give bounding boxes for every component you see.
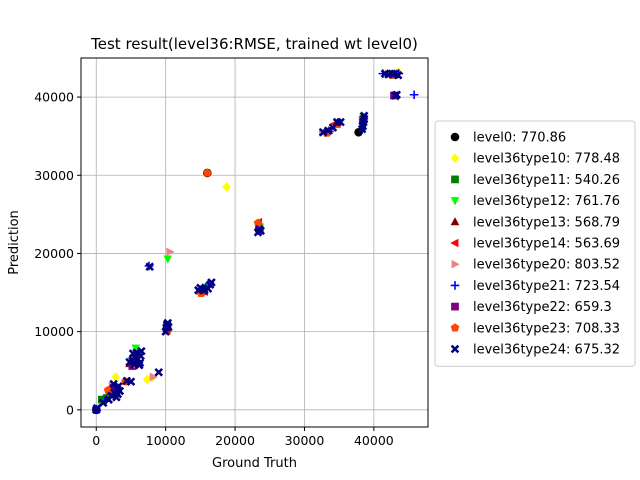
data-point — [145, 262, 155, 272]
data-point — [336, 117, 345, 127]
legend-label: level36type24: 675.32 — [473, 343, 620, 358]
data-point — [111, 372, 120, 382]
legend-marker — [450, 281, 460, 290]
y-tick-label: 20000 — [34, 246, 74, 261]
data-point — [393, 70, 403, 80]
legend-marker — [450, 217, 460, 226]
y-axis-label: Prediction — [7, 210, 22, 275]
legend-label: level36type23: 708.33 — [473, 321, 620, 336]
data-point — [207, 278, 216, 287]
grid-lines — [81, 58, 428, 427]
plot-frame — [80, 57, 429, 428]
legend-marker — [450, 132, 460, 142]
legend-label: level36type12: 761.76 — [473, 194, 620, 209]
data-point — [109, 384, 118, 392]
chart-title: Test result(level36:RMSE, trained wt lev… — [90, 35, 418, 53]
legend-box — [434, 120, 636, 367]
legend-label: level36type10: 778.48 — [473, 152, 620, 167]
axis-ticks: 0 10000 20000 30000 40000 0 10000 20000 30000 400… — [34, 90, 394, 448]
legend-label: level0: 770.86 — [473, 131, 566, 146]
data-point — [126, 377, 136, 386]
legend-label: level36type20: 803.52 — [473, 258, 620, 273]
legend-marker — [450, 153, 460, 164]
data-point — [359, 111, 369, 121]
x-axis-label: Ground Truth — [212, 456, 297, 471]
legend-label: level36type14: 563.69 — [473, 237, 620, 252]
legend-marker — [450, 238, 459, 248]
y-tick-label: 40000 — [34, 90, 74, 105]
data-point — [256, 226, 266, 236]
series-5 — [104, 92, 399, 394]
data-point — [392, 90, 402, 100]
legend-marker — [451, 175, 459, 184]
data-point — [135, 358, 145, 368]
data-point — [222, 182, 232, 192]
data-point — [98, 398, 108, 408]
data-point — [409, 90, 419, 100]
legend-marker — [450, 323, 460, 332]
data-point — [131, 344, 141, 353]
data-point — [115, 386, 125, 396]
series-8 — [109, 91, 398, 392]
data-point — [164, 322, 173, 332]
legend-marker — [450, 197, 460, 206]
data-point — [109, 379, 118, 389]
legend-label: level36type22: 659.3 — [473, 300, 612, 315]
series-3 — [131, 113, 368, 353]
data-point — [163, 255, 173, 264]
series-10 — [91, 69, 403, 415]
legend-marker — [450, 344, 460, 354]
x-tick-label: 40000 — [354, 433, 394, 448]
data-point — [92, 403, 102, 413]
data-point — [166, 247, 175, 257]
y-tick-label: 10000 — [34, 324, 74, 339]
legend-marker — [451, 302, 459, 311]
x-tick-label: 30000 — [285, 433, 325, 448]
data-point — [253, 218, 263, 227]
data-point — [154, 367, 164, 377]
legend-marker — [451, 259, 460, 269]
data-point — [137, 346, 146, 356]
data-point — [103, 385, 113, 394]
x-tick-label: 0 — [92, 433, 100, 448]
legend-label: level36type11: 540.26 — [473, 173, 620, 188]
legend-label: level36type13: 568.79 — [473, 215, 620, 230]
legend: level0: 770.86 level36type10: 778.48 level… — [434, 120, 636, 367]
data-point — [203, 168, 212, 177]
data-points — [91, 67, 419, 415]
x-tick-label: 20000 — [215, 433, 255, 448]
y-tick-label: 30000 — [34, 168, 74, 183]
y-tick-label: 0 — [66, 402, 74, 417]
data-point — [149, 372, 158, 382]
legend-label: level36type21: 723.54 — [473, 279, 620, 294]
x-tick-label: 10000 — [146, 433, 186, 448]
series-9 — [103, 70, 397, 394]
data-point — [128, 349, 138, 358]
